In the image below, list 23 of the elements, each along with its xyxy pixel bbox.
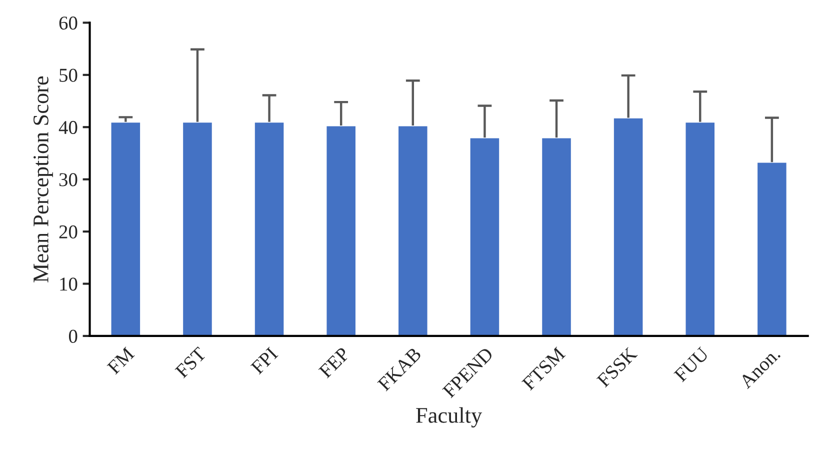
bar <box>325 124 357 336</box>
y-tick-label: 0 <box>68 330 78 343</box>
x-tick-label: FEP <box>318 346 350 379</box>
y-tick-label: 50 <box>60 68 78 82</box>
x-tick-label: FPI <box>250 346 278 375</box>
y-axis-title: Mean Perception Score <box>34 76 53 282</box>
bar <box>540 136 572 336</box>
bar <box>468 136 500 336</box>
bar <box>254 121 286 336</box>
y-tick-label: 60 <box>59 16 78 30</box>
y-tick-label: 10 <box>60 278 78 291</box>
bar <box>684 121 716 336</box>
bar <box>756 161 788 336</box>
bar <box>397 124 429 336</box>
x-axis-title: Faculty <box>416 407 482 428</box>
bar <box>110 121 142 336</box>
y-tick-label: 20 <box>59 225 78 238</box>
x-tick-label: FM <box>106 346 135 375</box>
y-tick-label: 30 <box>59 173 78 186</box>
x-tick-label: FST <box>174 346 207 379</box>
bar <box>182 121 214 336</box>
y-tick-label: 40 <box>58 120 78 134</box>
bar <box>612 117 644 336</box>
